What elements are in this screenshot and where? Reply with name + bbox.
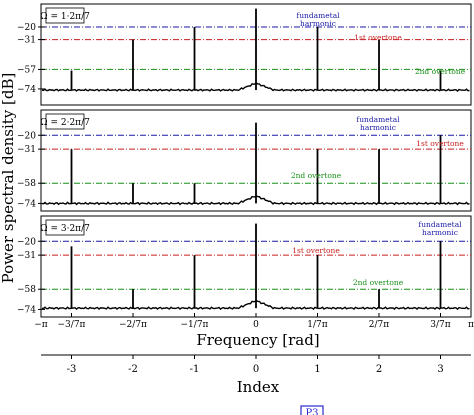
y-tick-label: −31 — [17, 36, 36, 46]
index-tick-label: 1 — [314, 364, 320, 375]
index-tick-label: -3 — [67, 364, 77, 375]
y-tick-label: −20 — [17, 237, 36, 247]
y-tick-label: −20 — [17, 23, 36, 33]
panel-label-box — [45, 219, 85, 236]
panel-label: Ω = 1·2π/7 — [40, 7, 90, 24]
x-axis-label-index: Index — [237, 378, 280, 396]
y-tick-label: −20 — [17, 131, 36, 141]
y-tick-label: −31 — [17, 145, 36, 155]
panel-label-text: Ω = 3·2π/7 — [40, 224, 90, 234]
index-tick-label: -1 — [190, 364, 200, 375]
y-tick-label: −74 — [17, 305, 36, 315]
x-tick-label: 3/7π — [430, 320, 450, 330]
annotation-second-overtone: 2nd overtone — [353, 278, 404, 287]
panels-group: −20−31−57−74Ω = 1·2π/7 fundametalharmonic… — [17, 3, 472, 318]
y-tick-label: −58 — [17, 285, 36, 295]
x-tick-label: −π — [34, 320, 48, 330]
y-tick-label: −74 — [17, 199, 36, 209]
panel-label-box — [45, 7, 85, 24]
y-tick-label: −57 — [17, 65, 36, 75]
y-tick-label: −74 — [17, 85, 36, 95]
x-tick-label: 0 — [253, 320, 259, 330]
x-tick-label: −1/7π — [181, 320, 209, 330]
index-axis: -3 -2 -1 0 1 2 3 — [41, 354, 471, 375]
x-tick-label: 1/7π — [307, 320, 327, 330]
panel-2: −20 −31 −58 −74 Ω = 2·2π/7 fundametalharmonic… — [17, 109, 472, 212]
footer-mark: P3 — [305, 408, 318, 415]
panel-label: Ω = 2·2π/7 — [40, 113, 90, 130]
panel-label-text: Ω = 1·2π/7 — [40, 12, 90, 22]
index-tick-label: 0 — [253, 364, 259, 375]
annotation-first-overtone: 1st overtone — [292, 246, 340, 255]
index-tick-label: 3 — [437, 364, 443, 375]
panel-1: −20 −31 −57 −74 Ω = 1·2π/7 fundametalharmonic… — [17, 3, 472, 106]
annotation-first-overtone: 1st overtone — [416, 139, 464, 148]
y-tick-label: −31 — [17, 251, 36, 261]
annotation-fundamental: harmonic — [300, 19, 336, 28]
annotation-first-overtone: 1st overtone — [354, 33, 402, 42]
panel-label-box — [45, 113, 85, 130]
annotation-second-overtone: 2nd overtone — [415, 67, 466, 76]
x-tick-label: π — [468, 320, 474, 330]
annotation-fundamental: fundametal — [418, 220, 462, 229]
x-axis-label-frequency: Frequency [rad] — [196, 331, 319, 349]
x-tick-label: 2/7π — [369, 320, 389, 330]
panel-frame — [40, 3, 472, 106]
panel-label-text: Ω = 2·2π/7 — [40, 118, 90, 128]
y-tick-label: −58 — [17, 179, 36, 189]
panel-frame — [40, 109, 472, 212]
panel-3: −20 −31 −58 −74 Ω = 3·2π/7 fundametalharmonic… — [17, 215, 472, 318]
x-tick-label: −3/7π — [58, 320, 86, 330]
footer-mark-box — [300, 405, 324, 415]
index-tick-label: 2 — [376, 364, 382, 375]
index-tick-label: -2 — [128, 364, 138, 375]
panel-label: Ω = 3·2π/7 — [40, 219, 90, 236]
annotation-fundamental: fundametal — [296, 11, 340, 20]
x-tick-label: −2/7π — [119, 320, 147, 330]
y-axis-label: Power spectral density [dB] — [0, 73, 17, 284]
annotation-fundamental: harmonic — [360, 123, 396, 132]
annotation-second-overtone: 2nd overtone — [291, 171, 342, 180]
annotation-fundamental: fundametal — [356, 115, 400, 124]
annotation-fundamental: harmonic — [422, 228, 458, 237]
frequency-axis: −π −3/7π −2/7π −1/7π 0 1/7π 2/7π 3/7π π — [34, 313, 474, 330]
